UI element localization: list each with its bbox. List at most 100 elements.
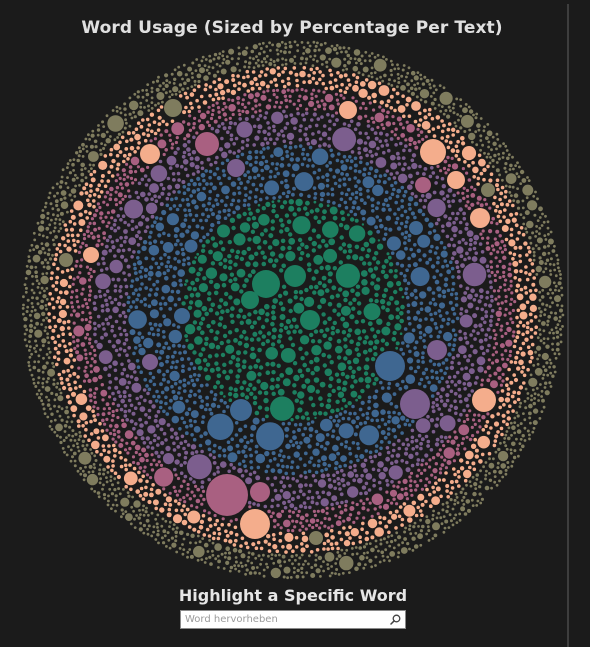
word-bubble[interactable]	[388, 559, 391, 562]
word-bubble[interactable]	[323, 363, 327, 367]
bubble-chart[interactable]	[0, 0, 590, 580]
word-bubble[interactable]	[198, 119, 201, 122]
word-bubble[interactable]	[26, 306, 29, 309]
word-bubble[interactable]	[53, 243, 56, 246]
word-bubble[interactable]	[330, 542, 334, 546]
word-bubble[interactable]	[321, 99, 324, 102]
word-bubble[interactable]	[166, 496, 172, 502]
word-bubble[interactable]	[305, 571, 308, 574]
word-bubble[interactable]	[180, 222, 186, 228]
word-bubble[interactable]	[51, 254, 54, 257]
word-bubble[interactable]	[78, 154, 81, 157]
word-bubble[interactable]	[501, 251, 504, 254]
word-bubble[interactable]	[390, 502, 393, 505]
word-bubble[interactable]	[395, 315, 400, 320]
word-bubble[interactable]	[123, 240, 127, 244]
word-bubble[interactable]	[79, 277, 87, 285]
word-bubble[interactable]	[77, 424, 81, 428]
word-bubble[interactable]	[275, 167, 279, 171]
word-bubble[interactable]	[260, 547, 264, 551]
word-bubble[interactable]	[502, 256, 506, 260]
word-bubble[interactable]	[42, 357, 45, 360]
word-bubble[interactable]	[219, 240, 223, 244]
word-bubble[interactable]	[271, 162, 275, 166]
word-bubble[interactable]	[97, 195, 101, 199]
word-bubble[interactable]	[292, 318, 297, 323]
word-bubble[interactable]	[275, 84, 279, 88]
word-bubble[interactable]	[146, 203, 157, 214]
word-bubble[interactable]	[442, 290, 447, 295]
word-bubble[interactable]	[483, 321, 487, 325]
word-bubble[interactable]	[354, 567, 359, 572]
word-bubble[interactable]	[236, 121, 252, 137]
word-bubble[interactable]	[298, 129, 302, 133]
word-bubble[interactable]	[427, 381, 431, 385]
word-bubble[interactable]	[118, 192, 123, 197]
word-bubble[interactable]	[314, 514, 317, 517]
word-bubble[interactable]	[417, 134, 420, 137]
word-bubble[interactable]	[225, 196, 229, 200]
word-bubble[interactable]	[119, 395, 123, 399]
word-bubble[interactable]	[235, 518, 238, 521]
word-bubble[interactable]	[354, 57, 357, 60]
word-bubble[interactable]	[148, 416, 152, 420]
word-bubble[interactable]	[277, 200, 280, 203]
word-bubble[interactable]	[292, 330, 296, 334]
word-bubble[interactable]	[266, 121, 270, 125]
word-bubble[interactable]	[279, 373, 284, 378]
word-bubble[interactable]	[510, 280, 513, 283]
word-bubble[interactable]	[298, 329, 303, 334]
word-bubble[interactable]	[151, 224, 155, 228]
word-bubble[interactable]	[130, 284, 134, 288]
word-bubble[interactable]	[404, 492, 409, 497]
word-bubble[interactable]	[289, 45, 293, 49]
word-bubble[interactable]	[164, 402, 168, 406]
word-bubble[interactable]	[473, 247, 477, 251]
word-bubble[interactable]	[388, 208, 392, 212]
word-bubble[interactable]	[208, 94, 212, 98]
word-bubble[interactable]	[192, 189, 197, 194]
word-bubble[interactable]	[254, 557, 257, 560]
word-bubble[interactable]	[434, 312, 438, 316]
word-bubble[interactable]	[315, 124, 319, 128]
word-bubble[interactable]	[163, 493, 167, 497]
word-bubble[interactable]	[427, 340, 447, 360]
word-bubble[interactable]	[485, 203, 488, 206]
word-bubble[interactable]	[85, 302, 88, 305]
word-bubble[interactable]	[169, 547, 172, 550]
word-bubble[interactable]	[129, 138, 133, 142]
word-bubble[interactable]	[136, 359, 140, 363]
word-bubble[interactable]	[390, 74, 393, 77]
word-bubble[interactable]	[289, 141, 293, 145]
word-bubble[interactable]	[158, 323, 162, 327]
word-bubble[interactable]	[93, 322, 97, 326]
word-bubble[interactable]	[281, 307, 286, 312]
word-bubble[interactable]	[222, 363, 226, 367]
word-bubble[interactable]	[183, 538, 186, 541]
word-bubble[interactable]	[61, 236, 65, 240]
word-bubble[interactable]	[309, 333, 313, 337]
word-bubble[interactable]	[193, 494, 196, 497]
word-bubble[interactable]	[324, 42, 327, 45]
word-bubble[interactable]	[411, 267, 430, 286]
word-bubble[interactable]	[426, 193, 432, 199]
word-bubble[interactable]	[147, 178, 151, 182]
word-bubble[interactable]	[496, 188, 500, 192]
word-bubble[interactable]	[95, 243, 99, 247]
word-bubble[interactable]	[490, 266, 493, 269]
word-bubble[interactable]	[453, 399, 457, 403]
word-bubble[interactable]	[479, 493, 482, 496]
word-bubble[interactable]	[481, 317, 485, 321]
word-bubble[interactable]	[186, 147, 191, 152]
word-bubble[interactable]	[398, 447, 402, 451]
word-bubble[interactable]	[281, 510, 284, 513]
word-bubble[interactable]	[411, 253, 416, 258]
word-bubble[interactable]	[114, 298, 118, 302]
word-bubble[interactable]	[343, 249, 347, 253]
word-bubble[interactable]	[370, 72, 373, 75]
word-bubble[interactable]	[417, 71, 420, 74]
word-bubble[interactable]	[172, 401, 185, 414]
word-bubble[interactable]	[312, 71, 316, 75]
word-bubble[interactable]	[194, 256, 197, 259]
word-bubble[interactable]	[533, 397, 536, 400]
